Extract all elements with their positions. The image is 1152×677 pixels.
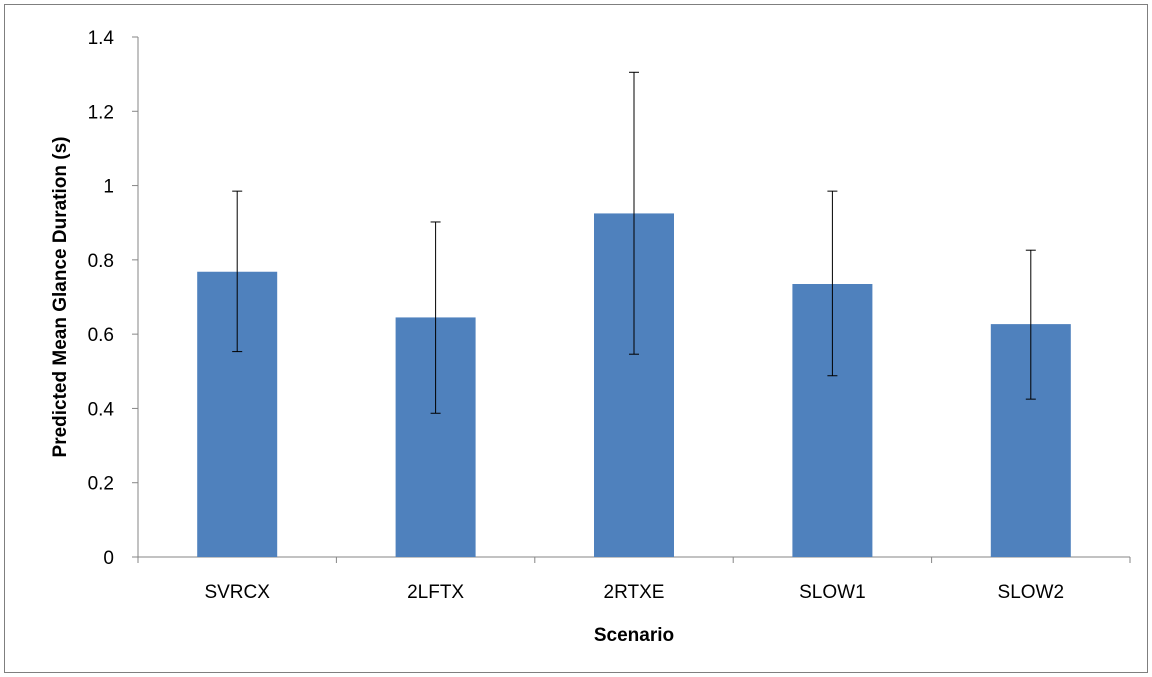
x-tick-label: 2RTXE [604,582,665,603]
y-tick-label: 1.4 [88,28,115,49]
x-tick-labels: SVRCX 2LFTX 2RTXE SLOW1 SLOW2 [204,582,1064,603]
x-tick-label: SLOW2 [998,582,1065,603]
y-tick-label: 0.6 [88,325,114,346]
x-tick-label: SLOW1 [799,582,866,603]
y-tick-labels: 0 0.2 0.4 0.6 0.8 1 1.2 1.4 [88,28,115,569]
y-tick-label: 0 [103,548,114,569]
y-tick-label: 1.2 [88,102,114,123]
y-axis-title: Predicted Mean Glance Duration (s) [50,137,71,458]
y-tick-label: 0.2 [88,474,114,495]
y-tick-label: 0.8 [88,251,114,272]
error-bars [232,71,1036,414]
y-tick-label: 1 [103,177,114,198]
y-tick-label: 0.4 [88,399,115,420]
x-tick-label: 2LFTX [407,582,464,603]
x-tick-label: SVRCX [204,582,270,603]
x-axis-title: Scenario [594,625,674,646]
chart-frame [4,4,1148,673]
